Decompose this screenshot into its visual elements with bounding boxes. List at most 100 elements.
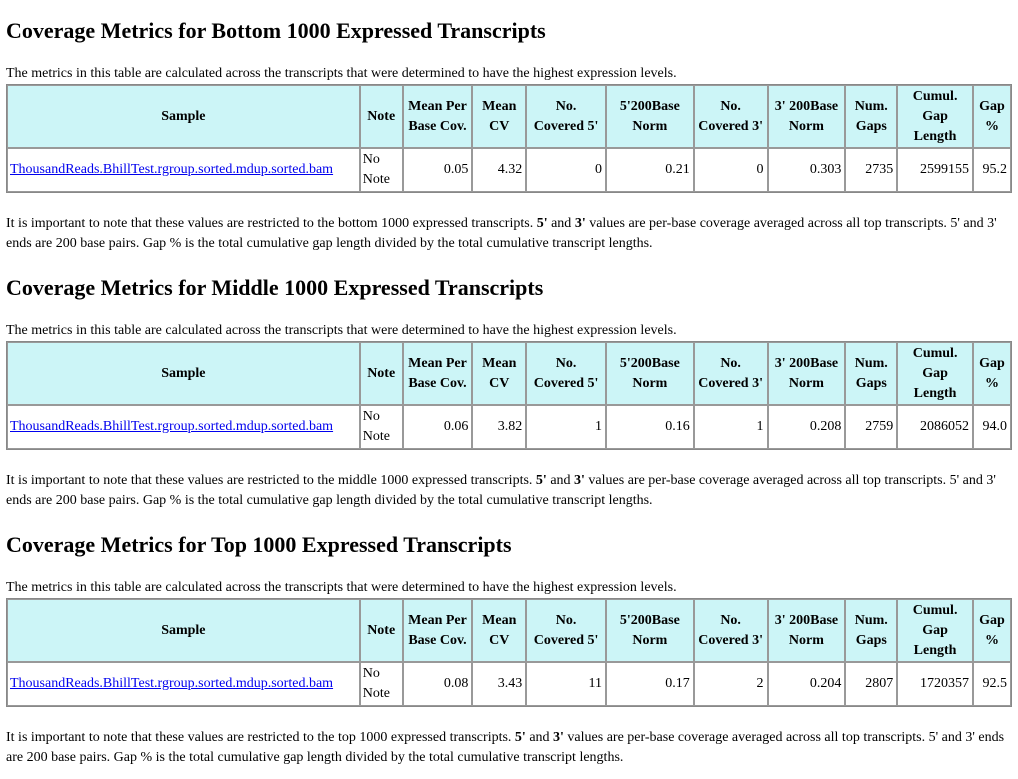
footnote-text-and: and — [525, 730, 554, 745]
table-header-row: Sample Note Mean Per Base Cov. Mean CV N… — [7, 85, 1011, 148]
col-header-mean-per-base-cov: Mean Per Base Cov. — [402, 85, 473, 148]
section-title: Coverage Metrics for Top 1000 Expressed … — [6, 532, 512, 557]
metrics-table: Sample Note Mean Per Base Cov. Mean CV N… — [6, 598, 1012, 707]
cell-cumul-gap-length: 1720357 — [897, 662, 973, 706]
cell-3-200base-norm: 0.204 — [767, 662, 846, 706]
footnote-text-start: It is important to note that these value… — [6, 473, 536, 488]
section-description: The metrics in this table are calculated… — [6, 66, 677, 81]
metrics-table: Sample Note Mean Per Base Cov. Mean CV N… — [6, 341, 1012, 450]
col-header-sample: Sample — [7, 599, 360, 662]
footnote-text-end: values are per-base coverage averaged ac… — [6, 216, 997, 251]
cell-mean-per-base-cov: 0.08 — [402, 662, 473, 706]
footnote-bold-3prime: 3' — [574, 473, 585, 488]
footnote-bold-3prime: 3' — [553, 730, 564, 745]
cell-3-200base-norm: 0.208 — [767, 405, 846, 449]
cell-mean-cv: 3.82 — [472, 405, 527, 449]
footnote-text-end: values are per-base coverage averaged ac… — [6, 473, 996, 508]
section-description: The metrics in this table are calculated… — [6, 323, 677, 338]
section-footnote: It is important to note that these value… — [6, 728, 1010, 768]
section-footnote: It is important to note that these value… — [6, 471, 1010, 511]
col-header-3-200base-norm: 3' 200Base Norm — [767, 85, 846, 148]
cell-note: No Note — [359, 148, 403, 192]
col-header-3-200base-norm: 3' 200Base Norm — [767, 342, 846, 405]
col-header-cumul-gap-length: Cumul. Gap Length — [897, 85, 973, 148]
col-header-mean-cv: Mean CV — [472, 599, 527, 662]
cell-5-200base-norm: 0.21 — [605, 148, 694, 192]
cell-gap-pct: 92.5 — [972, 662, 1011, 706]
cell-mean-per-base-cov: 0.05 — [402, 148, 473, 192]
footnote-text-start: It is important to note that these value… — [6, 730, 515, 745]
cell-note: No Note — [359, 662, 403, 706]
cell-mean-cv: 4.32 — [472, 148, 527, 192]
col-header-sample: Sample — [7, 342, 360, 405]
col-header-cumul-gap-length: Cumul. Gap Length — [897, 342, 973, 405]
col-header-5-200base-norm: 5'200Base Norm — [605, 342, 694, 405]
col-header-5-200base-norm: 5'200Base Norm — [605, 85, 694, 148]
cell-no-covered-3: 0 — [693, 148, 768, 192]
footnote-text-and: and — [547, 216, 575, 231]
col-header-no-covered-3: No. Covered 3' — [693, 599, 768, 662]
cell-mean-per-base-cov: 0.06 — [402, 405, 473, 449]
col-header-note: Note — [359, 342, 403, 405]
metrics-table: Sample Note Mean Per Base Cov. Mean CV N… — [6, 84, 1012, 193]
col-header-note: Note — [359, 599, 403, 662]
cell-num-gaps: 2807 — [845, 662, 898, 706]
footnote-bold-3prime: 3' — [574, 216, 586, 231]
col-header-no-covered-5: No. Covered 5' — [526, 599, 606, 662]
cell-3-200base-norm: 0.303 — [767, 148, 846, 192]
footnote-bold-5prime: 5' — [536, 216, 548, 231]
col-header-mean-per-base-cov: Mean Per Base Cov. — [402, 599, 473, 662]
table-row: ThousandReads.BhillTest.rgroup.sorted.md… — [7, 148, 1011, 192]
footnote-bold-5prime: 5' — [514, 730, 526, 745]
col-header-cumul-gap-length: Cumul. Gap Length — [897, 599, 973, 662]
cell-cumul-gap-length: 2086052 — [897, 405, 973, 449]
table-row: ThousandReads.BhillTest.rgroup.sorted.md… — [7, 405, 1011, 449]
col-header-no-covered-3: No. Covered 3' — [693, 342, 768, 405]
section-middle: Coverage Metrics for Middle 1000 Express… — [6, 275, 1012, 508]
table-header-row: Sample Note Mean Per Base Cov. Mean CV N… — [7, 342, 1011, 405]
cell-mean-cv: 3.43 — [472, 662, 527, 706]
cell-gap-pct: 94.0 — [972, 405, 1011, 449]
cell-sample: ThousandReads.BhillTest.rgroup.sorted.md… — [7, 405, 360, 449]
col-header-5-200base-norm: 5'200Base Norm — [605, 599, 694, 662]
sample-link[interactable]: ThousandReads.BhillTest.rgroup.sorted.md… — [10, 419, 334, 434]
col-header-gap-pct: Gap % — [972, 342, 1011, 405]
cell-sample: ThousandReads.BhillTest.rgroup.sorted.md… — [7, 148, 360, 192]
cell-num-gaps: 2735 — [845, 148, 898, 192]
col-header-mean-per-base-cov: Mean Per Base Cov. — [402, 342, 473, 405]
footnote-text-and: and — [546, 473, 575, 488]
cell-cumul-gap-length: 2599155 — [897, 148, 973, 192]
col-header-gap-pct: Gap % — [972, 85, 1011, 148]
col-header-num-gaps: Num. Gaps — [845, 85, 898, 148]
cell-gap-pct: 95.2 — [972, 148, 1011, 192]
col-header-num-gaps: Num. Gaps — [845, 599, 898, 662]
cell-no-covered-5: 1 — [526, 405, 606, 449]
cell-no-covered-3: 2 — [693, 662, 768, 706]
sample-link[interactable]: ThousandReads.BhillTest.rgroup.sorted.md… — [10, 676, 334, 691]
col-header-no-covered-5: No. Covered 5' — [526, 342, 606, 405]
col-header-sample: Sample — [7, 85, 360, 148]
col-header-mean-cv: Mean CV — [472, 342, 527, 405]
col-header-gap-pct: Gap % — [972, 599, 1011, 662]
table-header-row: Sample Note Mean Per Base Cov. Mean CV N… — [7, 599, 1011, 662]
cell-no-covered-3: 1 — [693, 405, 768, 449]
footnote-text-start: It is important to note that these value… — [6, 216, 537, 231]
footnote-text-end: values are per-base coverage averaged ac… — [6, 730, 1005, 765]
col-header-3-200base-norm: 3' 200Base Norm — [767, 599, 846, 662]
col-header-no-covered-3: No. Covered 3' — [693, 85, 768, 148]
section-title: Coverage Metrics for Middle 1000 Express… — [6, 275, 544, 300]
col-header-no-covered-5: No. Covered 5' — [526, 85, 606, 148]
cell-note: No Note — [359, 405, 403, 449]
sample-link[interactable]: ThousandReads.BhillTest.rgroup.sorted.md… — [10, 162, 334, 177]
cell-5-200base-norm: 0.17 — [605, 662, 694, 706]
cell-no-covered-5: 11 — [526, 662, 606, 706]
col-header-num-gaps: Num. Gaps — [845, 342, 898, 405]
cell-5-200base-norm: 0.16 — [605, 405, 694, 449]
col-header-mean-cv: Mean CV — [472, 85, 527, 148]
section-description: The metrics in this table are calculated… — [6, 580, 677, 595]
cell-sample: ThousandReads.BhillTest.rgroup.sorted.md… — [7, 662, 360, 706]
section-title: Coverage Metrics for Bottom 1000 Express… — [6, 18, 546, 43]
footnote-bold-5prime: 5' — [535, 473, 547, 488]
cell-num-gaps: 2759 — [845, 405, 898, 449]
section-top: Coverage Metrics for Top 1000 Expressed … — [6, 532, 1012, 765]
